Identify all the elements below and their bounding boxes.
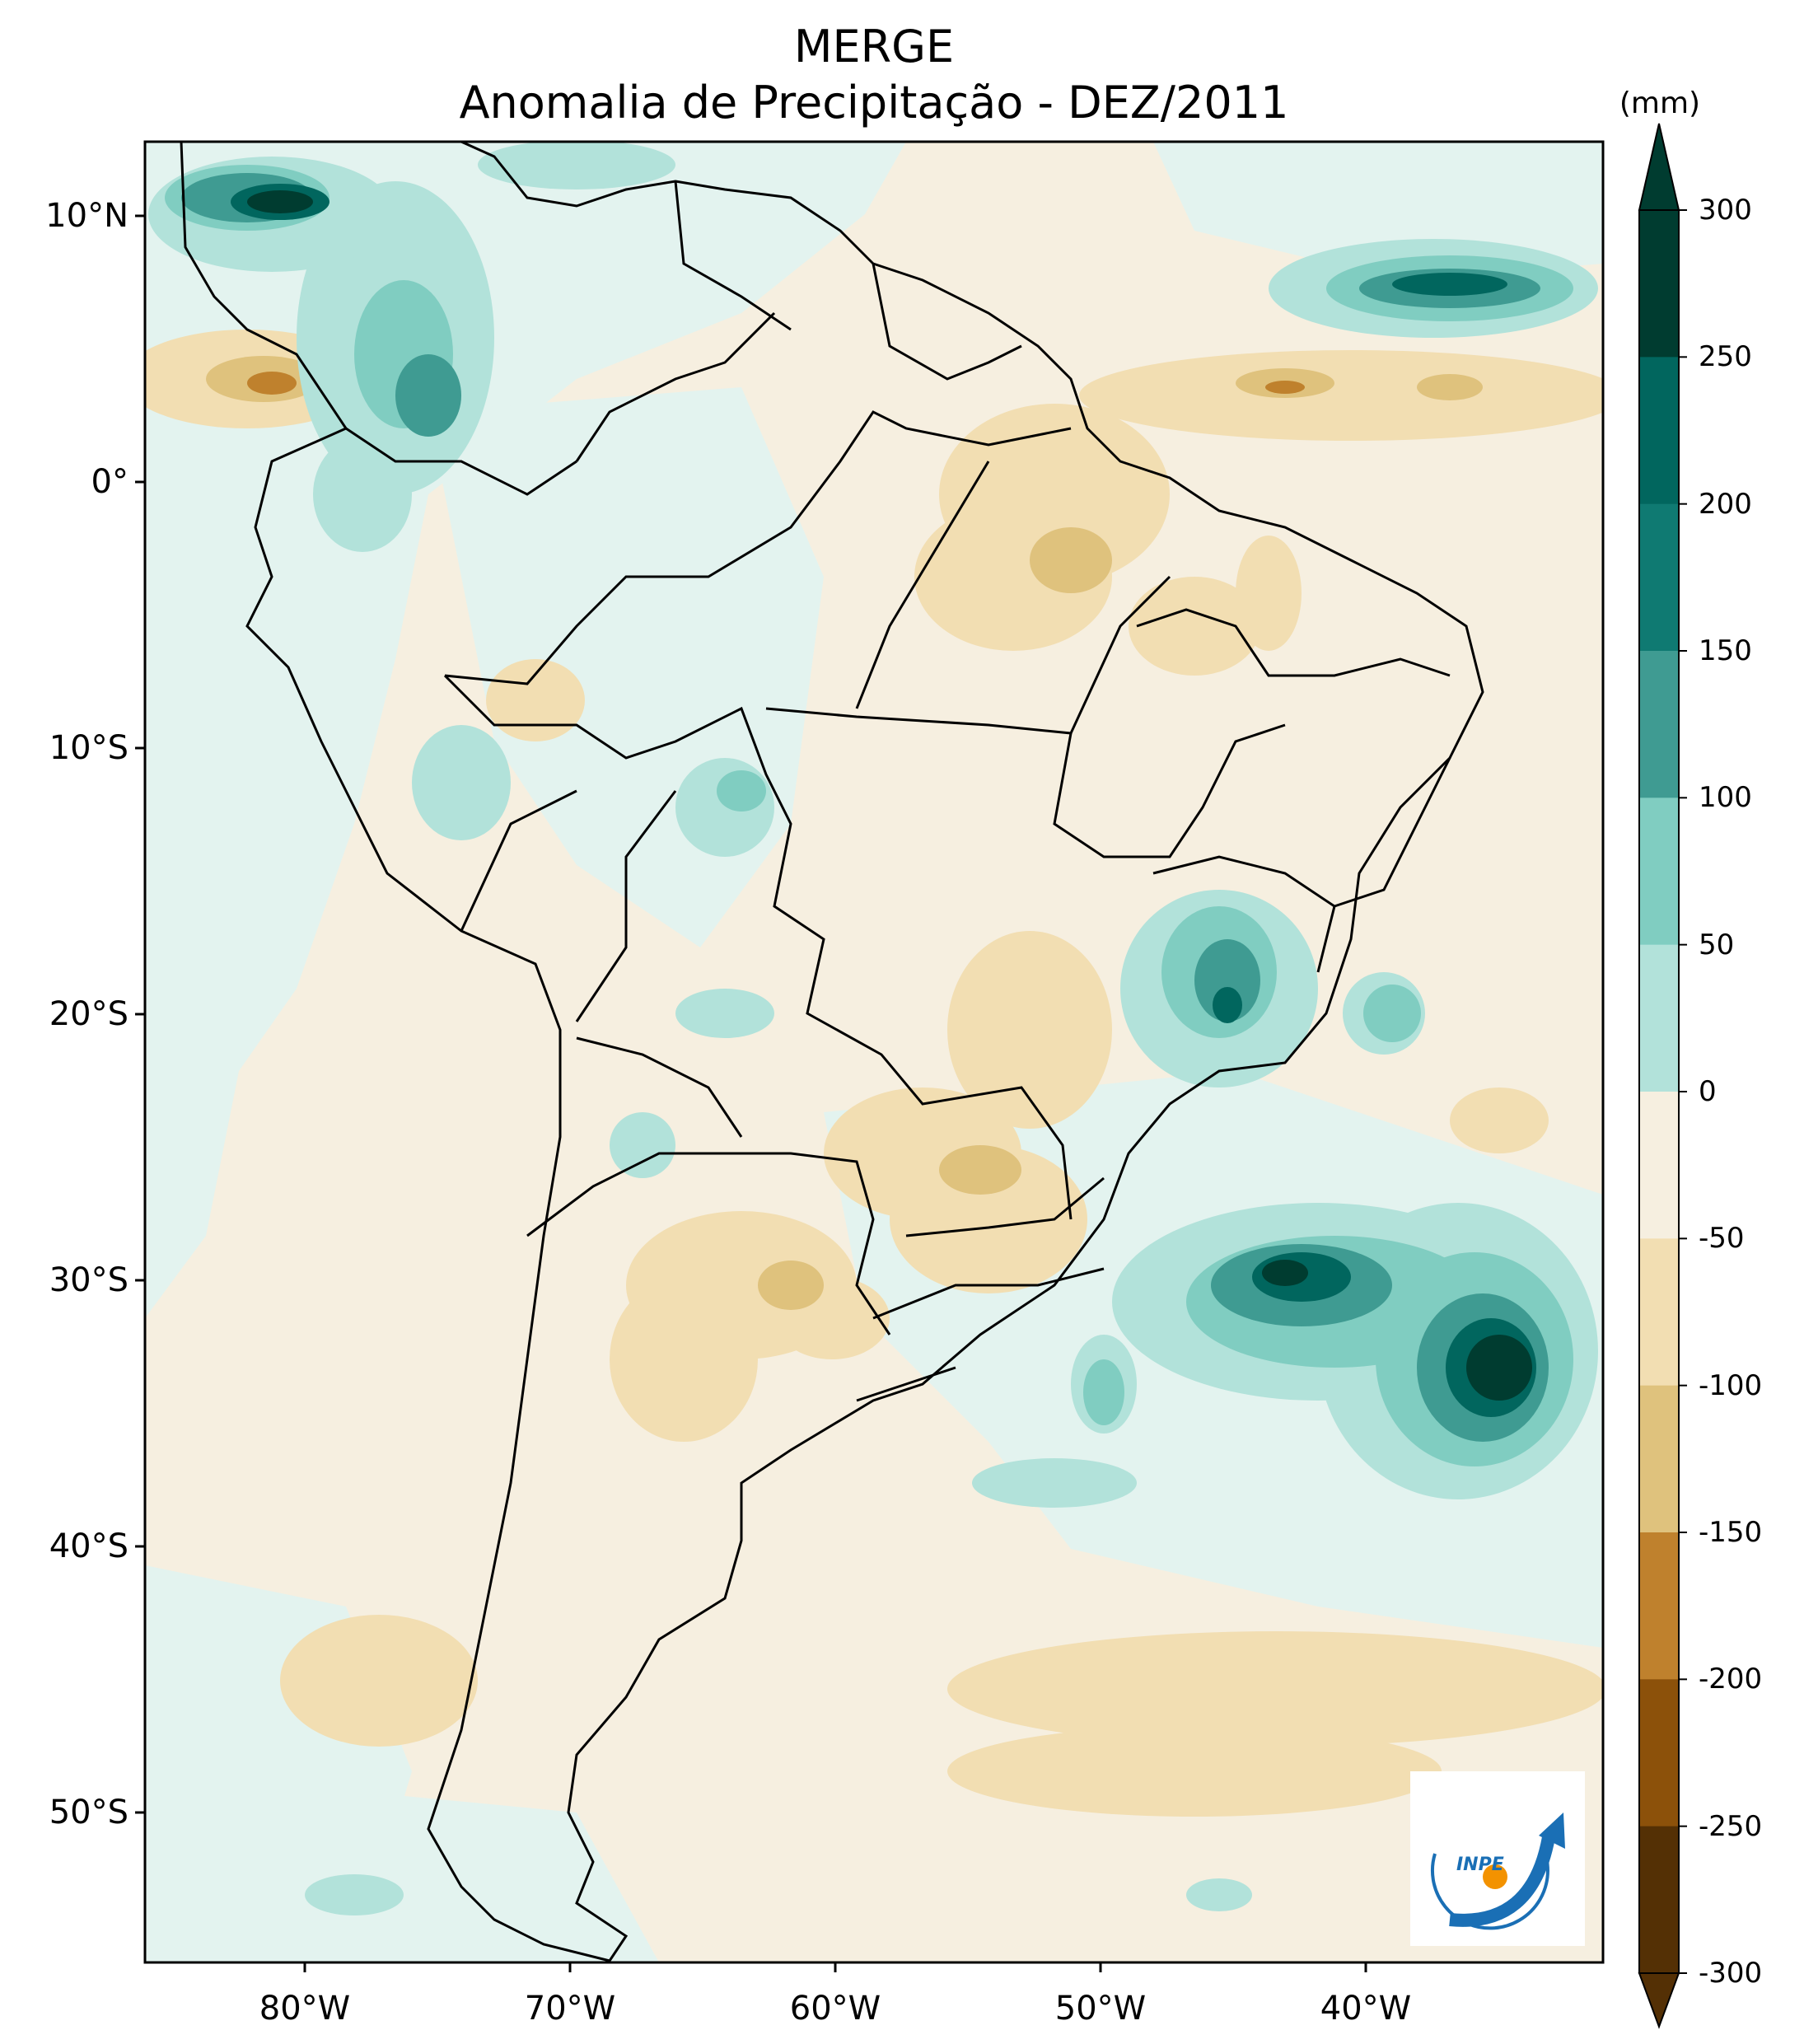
colorbar-arrow-bottom — [1638, 1972, 1680, 2029]
lat-tick-label: 10°S — [49, 729, 129, 767]
colorbar-label: -200 — [1699, 1663, 1763, 1696]
colorbar-label: -150 — [1699, 1516, 1763, 1549]
colorbar-segment — [1639, 1092, 1679, 1239]
colorbar-label: -250 — [1699, 1809, 1763, 1843]
continent-outline — [180, 140, 1484, 1962]
colorbar-label: 300 — [1699, 194, 1752, 227]
colorbar-segment — [1639, 1679, 1679, 1827]
colorbar-label: 50 — [1699, 928, 1735, 961]
colorbar-label: 100 — [1699, 781, 1752, 815]
lat-tick-label: 40°S — [49, 1527, 129, 1565]
lat-tick-label: 10°N — [45, 197, 129, 235]
colorbar-segment — [1639, 210, 1679, 358]
colorbar-segment — [1639, 944, 1679, 1092]
lat-tick-label: 50°S — [49, 1794, 129, 1831]
map-title: MERGE — [793, 21, 955, 72]
lon-tick-label: 80°W — [259, 1990, 351, 2028]
colorbar-label: -100 — [1699, 1368, 1763, 1402]
plot-frame — [143, 140, 1605, 1964]
colorbar-segment — [1639, 503, 1679, 652]
lon-tick-label: 50°W — [1054, 1990, 1147, 2028]
inpe-logo: INPE — [1410, 1771, 1585, 1946]
colorbar-label: -50 — [1699, 1222, 1745, 1256]
colorbar-segment — [1639, 1826, 1679, 1974]
colorbar-label: 0 — [1699, 1075, 1717, 1108]
colorbar-label: 200 — [1699, 487, 1752, 521]
map-subtitle: Anomalia de Precipitação - DEZ/2011 — [459, 77, 1289, 129]
colorbar-label: -300 — [1699, 1957, 1763, 1990]
colorbar-label: 250 — [1699, 340, 1752, 374]
anomaly-field — [145, 142, 1603, 1962]
colorbar-label: 150 — [1699, 634, 1752, 667]
tick-marks — [135, 214, 1367, 1972]
colorbar-segment — [1639, 1385, 1679, 1533]
lat-tick-label: 20°S — [49, 995, 129, 1033]
lon-tick-label: 60°W — [789, 1990, 881, 2028]
colorbar-segment — [1639, 651, 1679, 798]
colorbar-arrow-top — [1638, 123, 1680, 211]
colorbar-segment — [1639, 797, 1679, 946]
colorbar-segment — [1639, 1532, 1679, 1680]
colorbar-segment — [1639, 1238, 1679, 1387]
colorbar-unit: (mm) — [1619, 87, 1701, 120]
lon-tick-label: 40°W — [1320, 1990, 1412, 2028]
inpe-logo-text: INPE — [1456, 1855, 1504, 1875]
colorbar-segment — [1639, 357, 1679, 505]
colorbar — [1638, 123, 1687, 2029]
lat-tick-label: 30°S — [49, 1261, 129, 1299]
lat-tick-label: 0° — [91, 463, 129, 501]
lon-tick-label: 70°W — [524, 1990, 616, 2028]
